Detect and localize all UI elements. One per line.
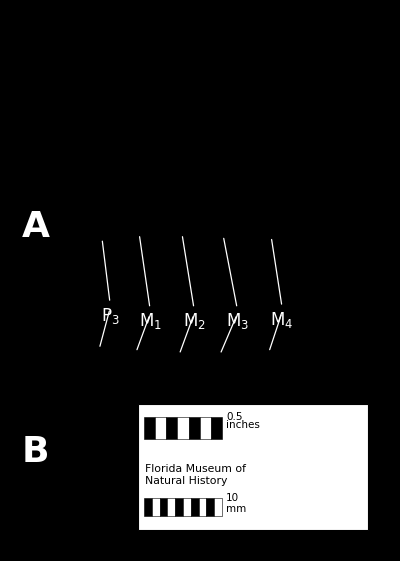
Text: M$_1$: M$_1$ <box>138 311 162 332</box>
Text: M$_4$: M$_4$ <box>270 310 294 330</box>
Bar <box>155 417 166 439</box>
Text: A: A <box>22 210 50 244</box>
Text: M$_3$: M$_3$ <box>226 311 249 332</box>
Text: P$_3$: P$_3$ <box>101 306 119 326</box>
Text: 10: 10 <box>226 493 239 503</box>
Bar <box>144 498 152 516</box>
Bar <box>168 498 175 516</box>
Bar <box>175 498 183 516</box>
Bar <box>166 417 178 439</box>
Bar <box>214 498 222 516</box>
Bar <box>160 498 168 516</box>
Text: M$_2$: M$_2$ <box>183 311 205 332</box>
Bar <box>188 417 200 439</box>
Bar <box>206 498 214 516</box>
Text: inches: inches <box>226 420 260 430</box>
Text: 0.5: 0.5 <box>226 412 242 422</box>
Text: mm: mm <box>226 504 246 514</box>
Text: B: B <box>22 435 50 468</box>
Bar <box>200 417 211 439</box>
Bar <box>191 498 198 516</box>
Bar <box>183 498 191 516</box>
Bar <box>211 417 222 439</box>
Text: Florida Museum of
Natural History: Florida Museum of Natural History <box>145 464 246 486</box>
Bar <box>178 417 188 439</box>
Bar <box>198 498 206 516</box>
Bar <box>152 498 160 516</box>
Bar <box>138 404 368 530</box>
Bar <box>144 417 155 439</box>
